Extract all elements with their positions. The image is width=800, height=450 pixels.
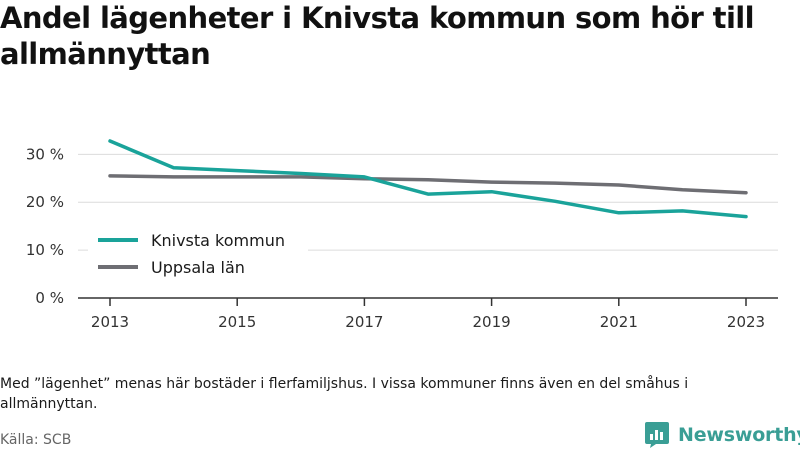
x-tick-label: 2023 [727, 313, 765, 331]
brand-name: Newsworthy [678, 424, 800, 446]
series-line-knivsta [108, 139, 748, 219]
x-tick-label: 2017 [345, 313, 383, 331]
y-tick-label: 20 % [26, 193, 64, 211]
y-tick-label: 0 % [35, 289, 64, 307]
x-tick-label: 2015 [218, 313, 256, 331]
page-title: Andel lägenheter i Knivsta kommun som hö… [0, 1, 755, 71]
x-tick-label: 2021 [600, 313, 638, 331]
legend-background [88, 226, 308, 282]
legend-label: Knivsta kommun [151, 231, 285, 250]
source-label: Källa: SCB [0, 432, 72, 448]
x-tick-label: 2013 [91, 313, 129, 331]
footnote: Med ”lägenhet” menas här bostäder i fler… [0, 376, 689, 412]
series-line-uppsala [108, 174, 748, 195]
y-tick-label: 30 % [26, 145, 64, 163]
x-tick-label: 2019 [473, 313, 511, 331]
brand-logo[interactable]: Newsworthy [644, 420, 800, 450]
y-tick-label: 10 % [26, 241, 64, 259]
line-chart: 0 % 10 % 20 % 30 % 2013 2015 2017 2019 2021 2023 K… [26, 139, 778, 331]
newsworthy-logo-icon [645, 422, 669, 448]
legend-label: Uppsala län [151, 258, 245, 277]
